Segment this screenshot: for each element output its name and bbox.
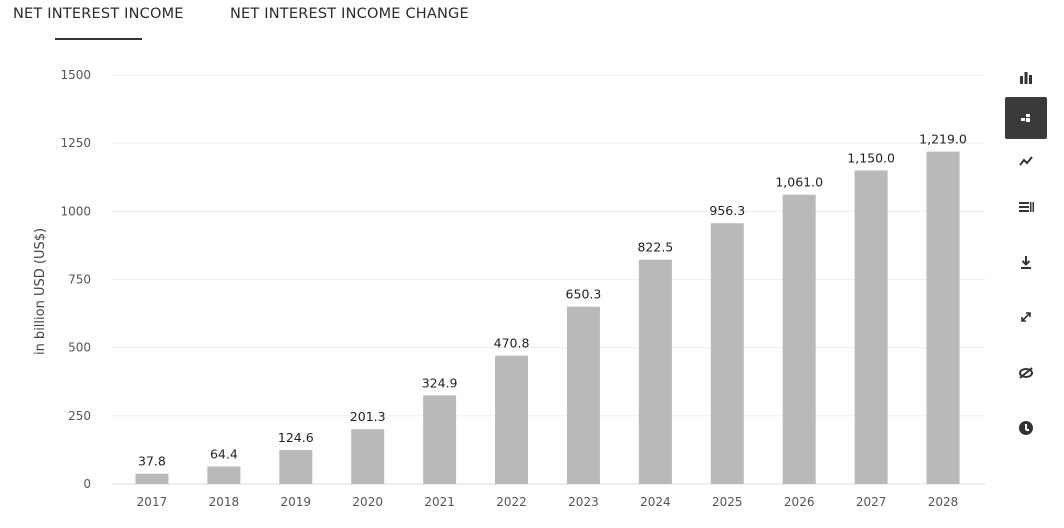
data-label: 956.3 (709, 203, 745, 218)
tab-bar: NET INTEREST INCOME NET INTEREST INCOME … (0, 0, 1000, 44)
y-axis-title: in billion USD (US$) (33, 228, 48, 355)
y-tick-label: 750 (68, 273, 91, 287)
table-button[interactable] (1005, 186, 1047, 228)
x-tick-label: 2017 (137, 495, 168, 509)
hide-button[interactable] (1005, 352, 1047, 394)
data-label: 124.6 (278, 430, 314, 445)
data-label: 650.3 (566, 287, 602, 302)
x-tick-label: 2023 (568, 495, 599, 509)
line-chart-icon (1019, 156, 1033, 166)
expand-icon (1021, 312, 1031, 322)
bar-2024 (638, 259, 672, 484)
bar-2019 (279, 450, 313, 484)
data-label: 1,150.0 (847, 150, 895, 165)
data-label: 1,219.0 (919, 132, 967, 147)
expand-button[interactable] (1005, 296, 1047, 338)
bar-2021 (423, 395, 457, 484)
bar-chart: 0 250 500 750 1000 1250 1500 in billion USD (US… (33, 68, 985, 509)
x-tick-label: 2022 (496, 495, 527, 509)
y-tick-label: 250 (68, 409, 91, 423)
x-tick-label: 2027 (856, 495, 887, 509)
tab-net-interest-income-change[interactable]: NET INTEREST INCOME CHANGE (230, 6, 469, 22)
table-icon (1019, 202, 1034, 212)
bar-2026 (782, 194, 816, 484)
tab-net-interest-income[interactable]: NET INTEREST INCOME (13, 6, 184, 22)
bar-chart-alt-button[interactable] (1005, 97, 1047, 139)
bar-2028 (926, 151, 960, 484)
bar-2023 (566, 306, 600, 484)
data-label: 324.9 (422, 375, 458, 390)
y-tick-label: 1500 (60, 68, 91, 82)
download-icon (1021, 256, 1031, 269)
y-tick-label: 500 (68, 341, 91, 355)
bar-2018 (207, 466, 241, 484)
hide-icon (1019, 367, 1033, 379)
bar-chart-alt-icon (1021, 114, 1030, 122)
active-tab-indicator (55, 38, 142, 40)
x-tick-label: 2021 (424, 495, 455, 509)
chart-toolbar (1004, 56, 1048, 456)
bar-2027 (854, 170, 888, 484)
x-tick-label: 2020 (352, 495, 383, 509)
bar-2020 (351, 429, 385, 484)
bar-2022 (495, 355, 529, 484)
x-tick-label: 2025 (712, 495, 743, 509)
line-chart-button[interactable] (1005, 140, 1047, 182)
data-label: 470.8 (494, 336, 530, 351)
bar-chart-icon (1020, 72, 1032, 84)
x-tick-label: 2019 (281, 495, 312, 509)
download-button[interactable] (1005, 241, 1047, 283)
x-tick-label: 2026 (784, 495, 815, 509)
data-label: 1,061.0 (775, 175, 823, 190)
y-tick-label: 1000 (60, 204, 91, 218)
info-button[interactable] (1005, 407, 1047, 449)
bar-2017 (135, 473, 169, 484)
x-tick-label: 2024 (640, 495, 671, 509)
bar-chart-button[interactable] (1005, 56, 1047, 98)
data-label: 64.4 (210, 446, 238, 461)
data-label: 201.3 (350, 409, 386, 424)
info-icon (1019, 421, 1033, 435)
x-tick-label: 2018 (209, 495, 240, 509)
data-label: 822.5 (637, 240, 673, 255)
x-tick-label: 2028 (928, 495, 959, 509)
bar-2025 (710, 223, 744, 484)
y-tick-label: 0 (83, 477, 91, 491)
y-tick-label: 1250 (60, 136, 91, 150)
data-label: 37.8 (138, 454, 166, 469)
